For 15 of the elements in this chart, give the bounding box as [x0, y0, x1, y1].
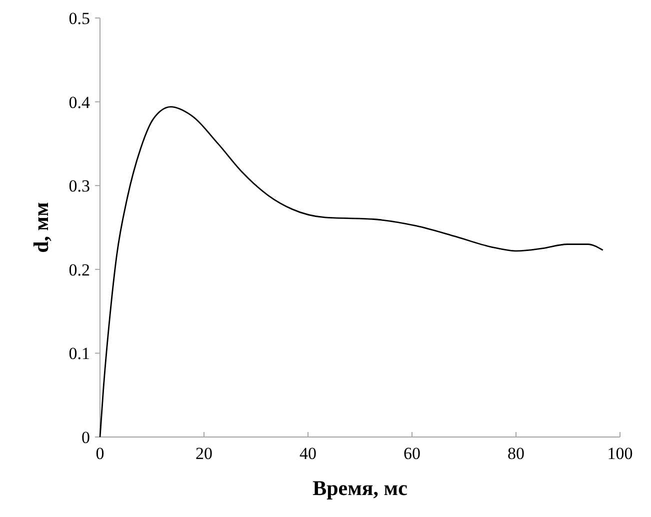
- x-tick-label: 0: [96, 444, 104, 463]
- x-tick-label: 20: [196, 444, 212, 463]
- x-tick-label: 60: [404, 444, 420, 463]
- x-tick-label: 100: [607, 444, 633, 463]
- y-tick-label: 0.2: [68, 260, 90, 280]
- x-axis-title: Время, мс: [312, 476, 408, 500]
- x-tick-label: 40: [300, 444, 316, 463]
- y-axis-title: d, мм: [29, 202, 53, 253]
- y-tick-label: 0.5: [68, 8, 90, 28]
- y-tick-label: 0.1: [68, 344, 90, 364]
- y-tick-label: 0.4: [68, 92, 90, 112]
- line-series: [99, 106, 604, 438]
- x-tick-label: 80: [508, 444, 524, 463]
- y-tick-label: 0: [82, 428, 90, 447]
- y-tick-label: 0.3: [68, 176, 90, 196]
